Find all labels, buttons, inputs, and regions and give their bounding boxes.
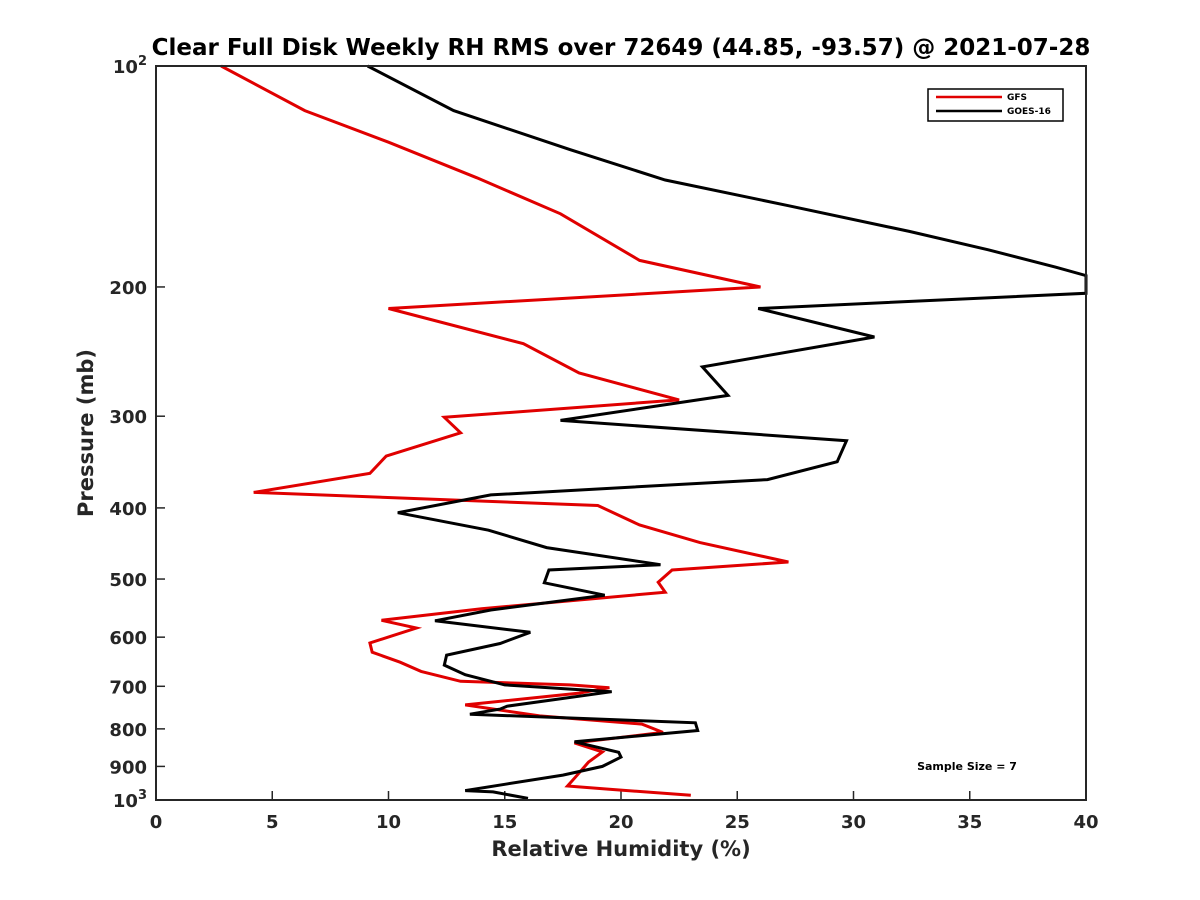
y-tick-label: 103 [113, 788, 147, 812]
x-tick-label: 5 [266, 812, 279, 833]
legend: GFS GOES-16 [927, 88, 1064, 122]
y-tick-label-base: 300 [109, 407, 147, 428]
y-tick-label-base: 10 [113, 791, 138, 812]
y-tick-label-base: 600 [109, 628, 147, 649]
plot-area-frame [155, 65, 1087, 801]
x-tick-label: 10 [376, 812, 401, 833]
x-tick-label: 35 [957, 812, 982, 833]
x-tick-label: 40 [1073, 812, 1098, 833]
x-tick-label: 30 [841, 812, 866, 833]
y-tick-label: 700 [109, 677, 147, 698]
legend-label-gfs: GFS [1007, 93, 1027, 103]
y-tick-label-base: 400 [109, 499, 147, 520]
y-tick-label-base: 900 [109, 757, 147, 778]
y-tick-label-base: 10 [113, 57, 138, 78]
x-tick-label: 25 [725, 812, 750, 833]
legend-box [927, 88, 1064, 122]
y-tick-label: 600 [109, 628, 147, 649]
y-tick-label-base: 800 [109, 720, 147, 741]
y-tick-label: 900 [109, 757, 147, 778]
y-tick-label: 800 [109, 720, 147, 741]
y-tick-label: 500 [109, 570, 147, 591]
y-tick-label-exponent: 3 [138, 788, 147, 803]
sample-size-annotation: Sample Size = 7 [917, 760, 1017, 773]
x-tick-label: 20 [608, 812, 633, 833]
y-tick-label: 300 [109, 407, 147, 428]
y-tick-label-base: 500 [109, 570, 147, 591]
y-axis-label: Pressure (mb) [74, 349, 98, 517]
axis-ticks: 0 5 10 15 20 25 30 35 40102200300400500600700800… [109, 54, 1098, 833]
y-tick-label: 102 [113, 54, 147, 78]
y-tick-label-exponent: 2 [138, 54, 147, 69]
legend-label-goes16: GOES-16 [1007, 107, 1051, 117]
y-tick-label: 200 [109, 278, 147, 299]
x-tick-label: 0 [150, 812, 163, 833]
chart-title: Clear Full Disk Weekly RH RMS over 72649… [152, 35, 1091, 61]
y-tick-label: 400 [109, 499, 147, 520]
y-tick-label-base: 700 [109, 677, 147, 698]
y-tick-label-base: 200 [109, 278, 147, 299]
x-tick-label: 15 [492, 812, 517, 833]
x-axis-label: Relative Humidity (%) [491, 837, 750, 861]
